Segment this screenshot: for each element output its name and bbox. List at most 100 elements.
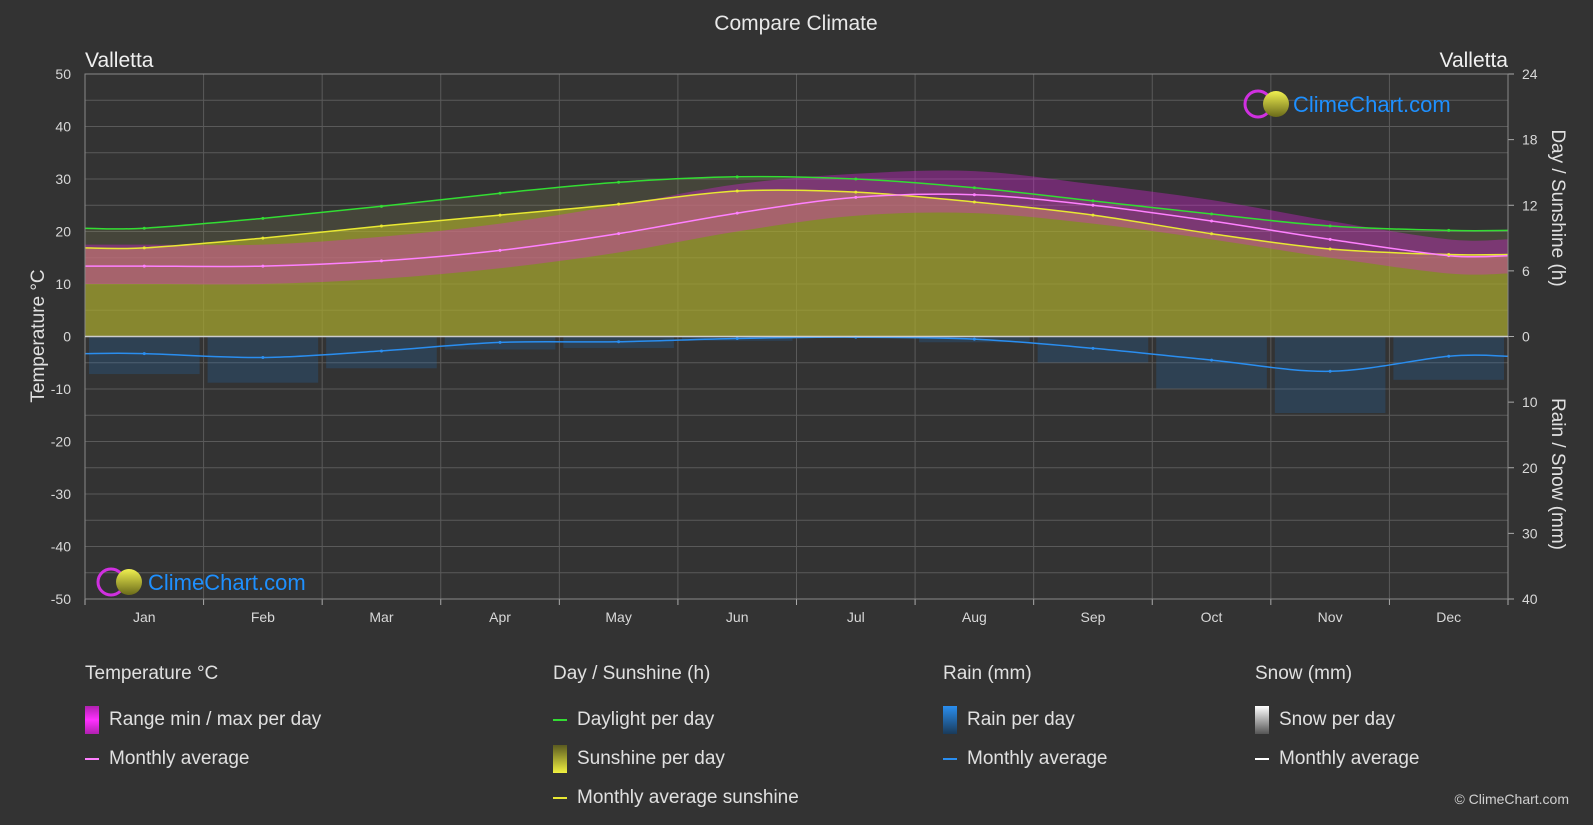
right-tick-label-sunshine: 24 bbox=[1522, 66, 1538, 82]
daylight-point bbox=[735, 175, 739, 179]
swatch-snow bbox=[1255, 705, 1269, 734]
chart-title: Compare Climate bbox=[714, 12, 877, 35]
swatch-rain-avg bbox=[943, 757, 957, 760]
sunshine-avg-point bbox=[735, 189, 739, 193]
axes: 50 40 30 20 10 0 -10 -20 -30 -40 -50 Jan Feb Mar Apr Ma… bbox=[51, 66, 1538, 625]
legend-heading: Temperature °C bbox=[85, 663, 219, 684]
sunshine-avg-point bbox=[1447, 252, 1451, 256]
left-tick-label: 40 bbox=[55, 119, 71, 135]
location-left: Valletta bbox=[85, 49, 154, 72]
sunshine-avg-point bbox=[972, 200, 976, 204]
legend-label: Snow per day bbox=[1279, 708, 1396, 730]
brand-text: ClimeChart.com bbox=[148, 570, 306, 595]
rain-avg-point bbox=[498, 340, 502, 344]
legend-item: Snow per day bbox=[1255, 700, 1419, 739]
rain-avg-point bbox=[735, 336, 739, 340]
legend-item: Range min / max per day bbox=[85, 700, 321, 739]
daylight-point bbox=[142, 226, 146, 230]
rain-avg-point bbox=[1091, 346, 1095, 350]
rain-bar bbox=[1393, 336, 1504, 380]
right-tick-label-rain: 10 bbox=[1522, 394, 1538, 410]
legend-item: Sunshine per day bbox=[553, 739, 799, 778]
swatch-temp-range bbox=[85, 705, 99, 734]
sunshine-avg-point bbox=[1091, 213, 1095, 217]
legend-rain: Rain (mm) Rain per day Monthly average bbox=[943, 662, 1107, 778]
right-tick-label-rain: 30 bbox=[1522, 525, 1538, 541]
left-tick-label: 30 bbox=[55, 171, 71, 187]
temperature-avg-point bbox=[379, 259, 383, 263]
legend-label: Daylight per day bbox=[577, 708, 715, 730]
right-tick-label-sunshine: 0 bbox=[1522, 329, 1530, 345]
right-tick-label-sunshine: 6 bbox=[1522, 263, 1530, 279]
legend-item: Daylight per day bbox=[553, 700, 799, 739]
right-tick-label-rain: 40 bbox=[1522, 591, 1538, 607]
temperature-avg-point bbox=[735, 211, 739, 215]
temperature-avg-line bbox=[85, 193, 1509, 268]
temperature-avg-point bbox=[1328, 237, 1332, 241]
month-label: Feb bbox=[251, 609, 275, 625]
legend-label: Sunshine per day bbox=[577, 747, 725, 769]
month-label: Oct bbox=[1201, 609, 1223, 625]
daylight-point bbox=[1091, 199, 1095, 203]
month-label: Jun bbox=[726, 609, 749, 625]
sunshine-avg-point bbox=[1210, 232, 1214, 236]
rain-avg-point bbox=[379, 349, 383, 353]
daylight-point bbox=[1328, 224, 1332, 228]
sunshine-avg-line bbox=[84, 189, 1509, 256]
right-tick-label-sunshine: 18 bbox=[1522, 132, 1538, 148]
daylight-point bbox=[498, 191, 502, 195]
left-tick-label: 50 bbox=[55, 66, 71, 82]
temperature-avg-point bbox=[1210, 219, 1214, 223]
swatch-sunshine-avg bbox=[553, 796, 567, 799]
legend-item: Monthly average bbox=[85, 739, 321, 778]
daylight-point bbox=[1447, 228, 1451, 232]
rain-bar bbox=[1274, 336, 1386, 414]
sunshine-avg-point bbox=[498, 213, 502, 217]
sunshine-avg-point bbox=[261, 236, 265, 240]
right-tick-label-sunshine: 12 bbox=[1522, 197, 1538, 213]
daylight-point bbox=[972, 186, 976, 190]
rain-avg-point bbox=[972, 337, 976, 341]
temperature-avg-point bbox=[261, 264, 265, 268]
month-label: Jan bbox=[133, 609, 156, 625]
legend-temperature: Temperature °C Range min / max per day M… bbox=[85, 662, 321, 778]
legend-label: Monthly average sunshine bbox=[577, 786, 799, 808]
sunshine-area bbox=[85, 189, 1508, 337]
rain-avg-point bbox=[617, 340, 621, 344]
temperature-avg-point bbox=[142, 264, 146, 268]
month-label: Dec bbox=[1436, 609, 1461, 625]
left-tick-label: -20 bbox=[51, 434, 71, 450]
right-tick-label-rain: 20 bbox=[1522, 460, 1538, 476]
month-label: Apr bbox=[489, 609, 511, 625]
temperature-avg-point bbox=[1091, 203, 1095, 207]
left-tick-label: -50 bbox=[51, 591, 71, 607]
swatch-rain bbox=[943, 705, 957, 734]
sunshine-avg-point bbox=[1328, 247, 1332, 251]
brand-logo-top: ClimeChart.com bbox=[1243, 89, 1451, 119]
temperature-avg-point bbox=[617, 232, 621, 236]
sunshine-avg-point bbox=[854, 190, 858, 194]
month-label: Aug bbox=[962, 609, 987, 625]
month-label: May bbox=[605, 609, 631, 625]
brand-logo-bottom: ClimeChart.com bbox=[96, 567, 306, 597]
legend-label: Monthly average bbox=[967, 747, 1108, 769]
left-axis-label: Temperature °C bbox=[28, 269, 49, 402]
legend-heading: Day / Sunshine (h) bbox=[553, 663, 711, 684]
legend-label: Rain per day bbox=[967, 708, 1075, 730]
legend-label: Monthly average bbox=[1279, 747, 1420, 769]
month-label: Mar bbox=[369, 609, 393, 625]
daylight-point bbox=[261, 216, 265, 220]
daylight-point bbox=[854, 177, 858, 181]
rain-avg-point bbox=[1210, 358, 1214, 362]
legend-heading: Snow (mm) bbox=[1255, 663, 1353, 684]
left-tick-label: -40 bbox=[51, 539, 71, 555]
month-label: Jul bbox=[847, 609, 865, 625]
sunshine-avg-point bbox=[379, 224, 383, 228]
rain-avg-point bbox=[1328, 369, 1332, 373]
brand-sun-icon bbox=[1263, 91, 1289, 117]
legend-item: Monthly average bbox=[943, 739, 1107, 778]
daylight-point bbox=[617, 180, 621, 184]
month-label: Sep bbox=[1080, 609, 1105, 625]
legend-item: Monthly average bbox=[1255, 739, 1419, 778]
daylight-point bbox=[379, 204, 383, 208]
